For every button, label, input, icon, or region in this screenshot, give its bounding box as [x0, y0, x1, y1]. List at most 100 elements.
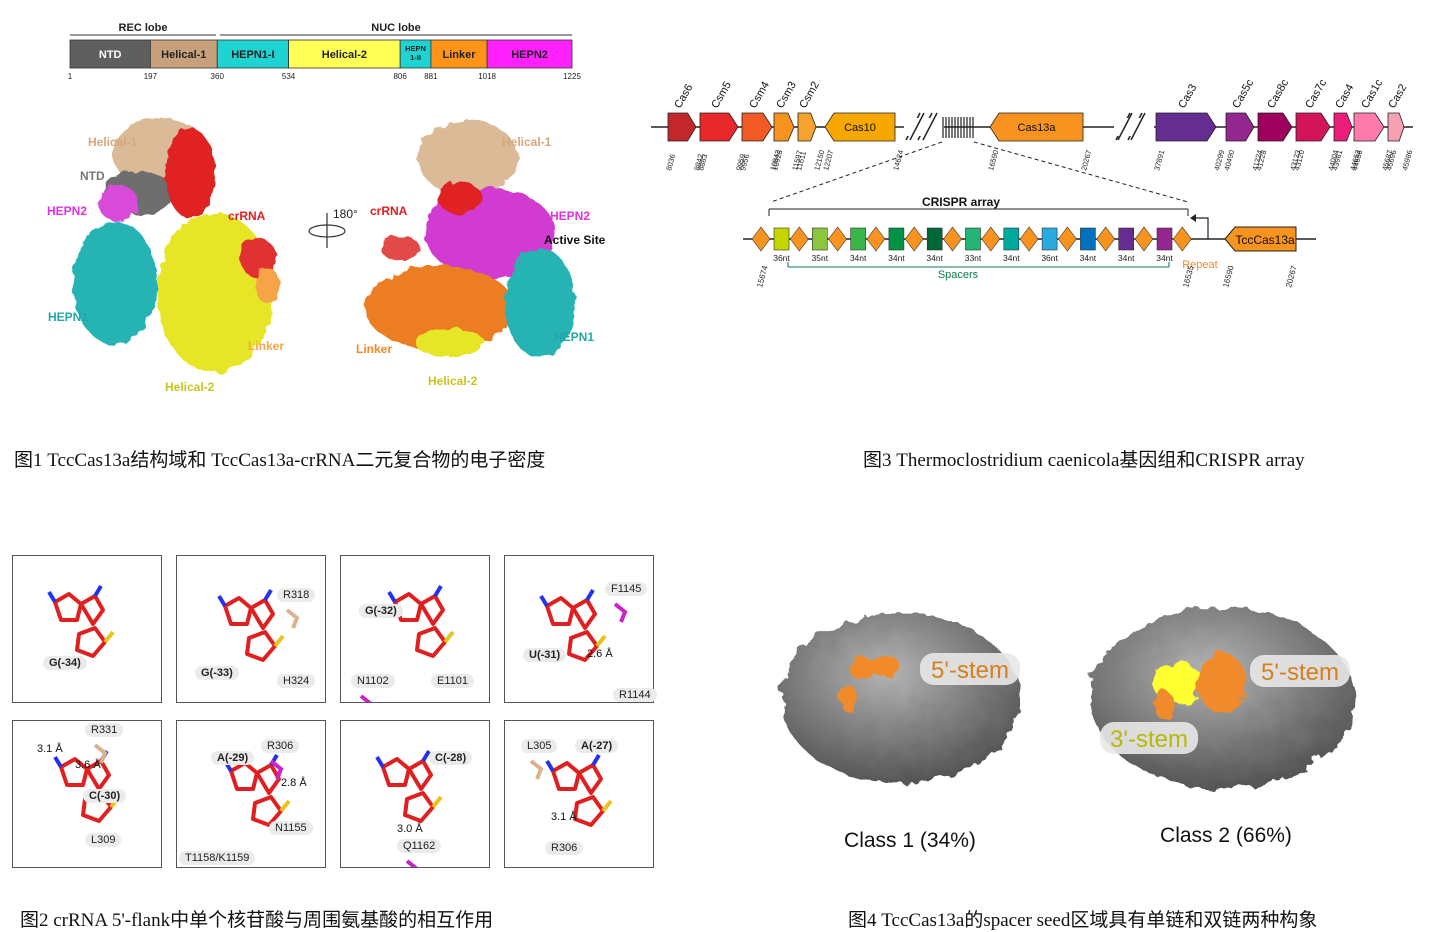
domain-segment: HEPN2 [486, 39, 573, 69]
nucleotide-stick-model [223, 753, 291, 827]
gene-label: Cas13a [1018, 122, 1057, 134]
spacer-box [1041, 227, 1058, 251]
label-hepn2-right: HEPN2 [550, 209, 590, 223]
repeat-diamond [1019, 226, 1039, 252]
gene-end-coord: 9959 [734, 153, 747, 171]
domain-label: HEPN1-I [231, 49, 274, 61]
rec-lobe-label: REC lobe [119, 22, 168, 34]
gene-label: Cas10 [844, 122, 876, 134]
residue-label: R306 [261, 739, 300, 753]
residue-label: F1145 [605, 582, 648, 596]
spacer-box [850, 227, 866, 251]
label-helical1-left: Helical-1 [88, 135, 138, 149]
nucleotide-label: U(-31) [523, 648, 567, 662]
interaction-panel: U(-31) F1145 R1144 2.6 Å [504, 555, 657, 703]
spacer-length: 34nt [1003, 253, 1020, 263]
domain-tick: 534 [282, 72, 296, 81]
distance-label: 2.8 Å [281, 777, 307, 789]
residue-label: L309 [85, 833, 122, 847]
interaction-panel: A(-29) R306 N1155 T1158/K1159 2.8 Å [176, 720, 326, 868]
repeat-diamond [1134, 226, 1154, 252]
interaction-panel: G(-33) R318 H324 [176, 555, 326, 703]
domain-segment: NTD [69, 39, 151, 69]
figure-3: Cas6 8036 8842 Csm5 8883 9959 Csm4 9956 10942 Csm… [648, 77, 1428, 300]
spacer-box [1156, 227, 1173, 251]
domain-label: HEPN [405, 44, 426, 53]
density-map-front: Helical-1 NTD HEPN2 crRNA HEPN1 Linker H… [47, 118, 606, 394]
nucleotide-label: C(-30) [83, 789, 127, 803]
spacer-box [888, 227, 905, 251]
distance-label: 3.6 Å [75, 759, 101, 771]
spacer-box [1003, 227, 1020, 251]
residue-label: R306 [545, 841, 584, 855]
gene-label: Csm5 [709, 80, 734, 111]
nucleotide-label: G(-33) [195, 666, 239, 680]
repeat-diamond [981, 226, 1001, 252]
repeat-diamond [789, 226, 809, 252]
crispr-array-title: CRISPR array [922, 195, 1000, 209]
label-crrna-left: crRNA [228, 209, 266, 223]
repeat-diamond [866, 226, 886, 252]
nucleotide-label: G(-34) [43, 656, 87, 670]
repeat-diamond [1058, 226, 1077, 252]
nucleotide-stick-model [359, 584, 455, 702]
domain-tick: 806 [393, 72, 407, 81]
spacer-length: 34nt [926, 253, 943, 263]
domain-map: REC lobe NUC lobe NTD Helical-1 HEPN1-I Hel… [68, 22, 582, 81]
repeat-diamond [751, 226, 771, 252]
gene-label: Csm3 [774, 80, 799, 111]
label-helical2-right: Helical-2 [428, 374, 478, 388]
spacers-label: Spacers [938, 269, 979, 281]
domain-label: Helical-1 [161, 49, 206, 61]
residue-label: T1158/K1159 [179, 851, 256, 865]
domain-tick: 197 [144, 72, 158, 81]
nucleotide-stick-model [47, 584, 115, 658]
domain-segment: HEPN1-I [216, 39, 289, 69]
label-helical1-right: Helical-1 [502, 135, 552, 149]
spacer-box [965, 227, 981, 251]
gene-label: Cas6 [672, 82, 695, 110]
domain-label: HEPN2 [511, 49, 548, 61]
class2-3stem-label: 3'-stem [1110, 726, 1188, 753]
residue-label: R331 [85, 723, 124, 737]
spacer-length: 34nt [1080, 253, 1097, 263]
domain-segment: Helical-2 [288, 39, 401, 69]
nucleotide-stick-model [375, 749, 443, 867]
gene-start-coord: 16590 [986, 149, 1000, 171]
repeat-diamond [1172, 226, 1192, 252]
gene-start-coord: 8883 [696, 153, 709, 171]
domain-tick: 1018 [478, 72, 496, 81]
gene-arrow: Csm5 8883 9959 [696, 80, 747, 172]
label-ntd-left: NTD [80, 169, 105, 183]
domain-segment: Helical-1 [149, 39, 218, 69]
distance-label: 2.6 Å [587, 648, 613, 660]
figure-2-caption: 图2 crRNA 5'-flank中单个核苷酸与周围氨基酸的相互作用 [20, 910, 494, 931]
label-linker-left: Linker [248, 339, 284, 353]
spacer-box [1118, 227, 1135, 251]
nuc-lobe-label: NUC lobe [371, 22, 421, 34]
nucleotide-label: A(-27) [575, 739, 619, 753]
gene-arrow: Cas13a 16590 20267 [986, 112, 1093, 172]
nucleotide-label: G(-32) [359, 604, 403, 618]
label-hepn1-left: HEPN1 [48, 310, 88, 324]
label-hepn2-left: HEPN2 [47, 204, 87, 218]
spacer-box [926, 227, 943, 251]
gene-label: Cas7c [1303, 80, 1329, 111]
class1-map [780, 613, 1020, 783]
gene-label: Cas5c [1230, 80, 1256, 111]
gene-end-coord: 45986 [1400, 149, 1414, 171]
domain-tick: 1 [68, 72, 73, 81]
nucleotide-label: A(-29) [211, 751, 255, 765]
distance-label: 3.1 Å [37, 743, 63, 755]
label-helical2-left: Helical-2 [165, 380, 215, 394]
repeat-diamond [828, 226, 847, 252]
spacer-box [812, 227, 828, 251]
spacer-length: 36nt [773, 253, 790, 263]
residue-label: Q1162 [397, 839, 442, 853]
domain-tick: 360 [211, 72, 225, 81]
class2-label: Class 2 (66%) [1160, 824, 1292, 847]
spacer-length: 36nt [1041, 253, 1058, 263]
array-start-coord: 15674 [755, 264, 770, 288]
